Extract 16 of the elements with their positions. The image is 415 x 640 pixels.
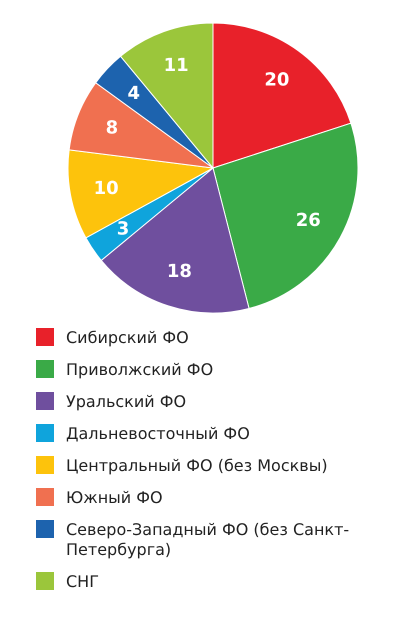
legend-label: Уральский ФО (66, 392, 188, 412)
legend-label: Центральный ФО (без Москвы) (66, 456, 329, 476)
data-label: 20 (264, 70, 290, 91)
data-label: 10 (94, 178, 119, 199)
legend-label: Южный ФО (66, 488, 164, 508)
legend-label: СНГ (66, 572, 100, 592)
data-label: 11 (164, 55, 189, 76)
legend-label: Дальневосточный ФО (66, 424, 251, 444)
data-label: 8 (106, 117, 118, 138)
data-label: 18 (166, 260, 192, 282)
data-label: 4 (127, 83, 140, 104)
legend-label: Северо-Западный ФО (без Санкт-Петербурга) (66, 520, 350, 560)
data-label: 3 (116, 218, 130, 240)
data-label: 26 (296, 210, 321, 231)
legend-label: Сибирский ФО (66, 328, 190, 348)
legend-label: Приволжский ФО (66, 360, 214, 380)
